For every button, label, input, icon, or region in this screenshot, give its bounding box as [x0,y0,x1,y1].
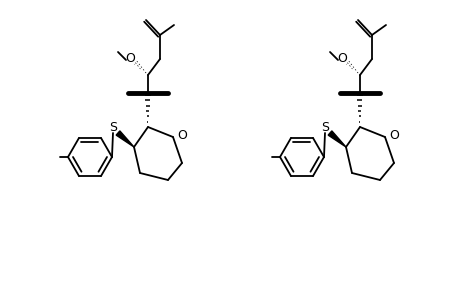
Text: O: O [336,52,346,64]
Text: S: S [320,121,328,134]
Text: O: O [388,128,398,142]
Text: O: O [177,128,186,142]
Polygon shape [116,131,134,147]
Text: O: O [125,52,134,64]
Text: S: S [109,121,117,134]
Polygon shape [327,131,345,147]
